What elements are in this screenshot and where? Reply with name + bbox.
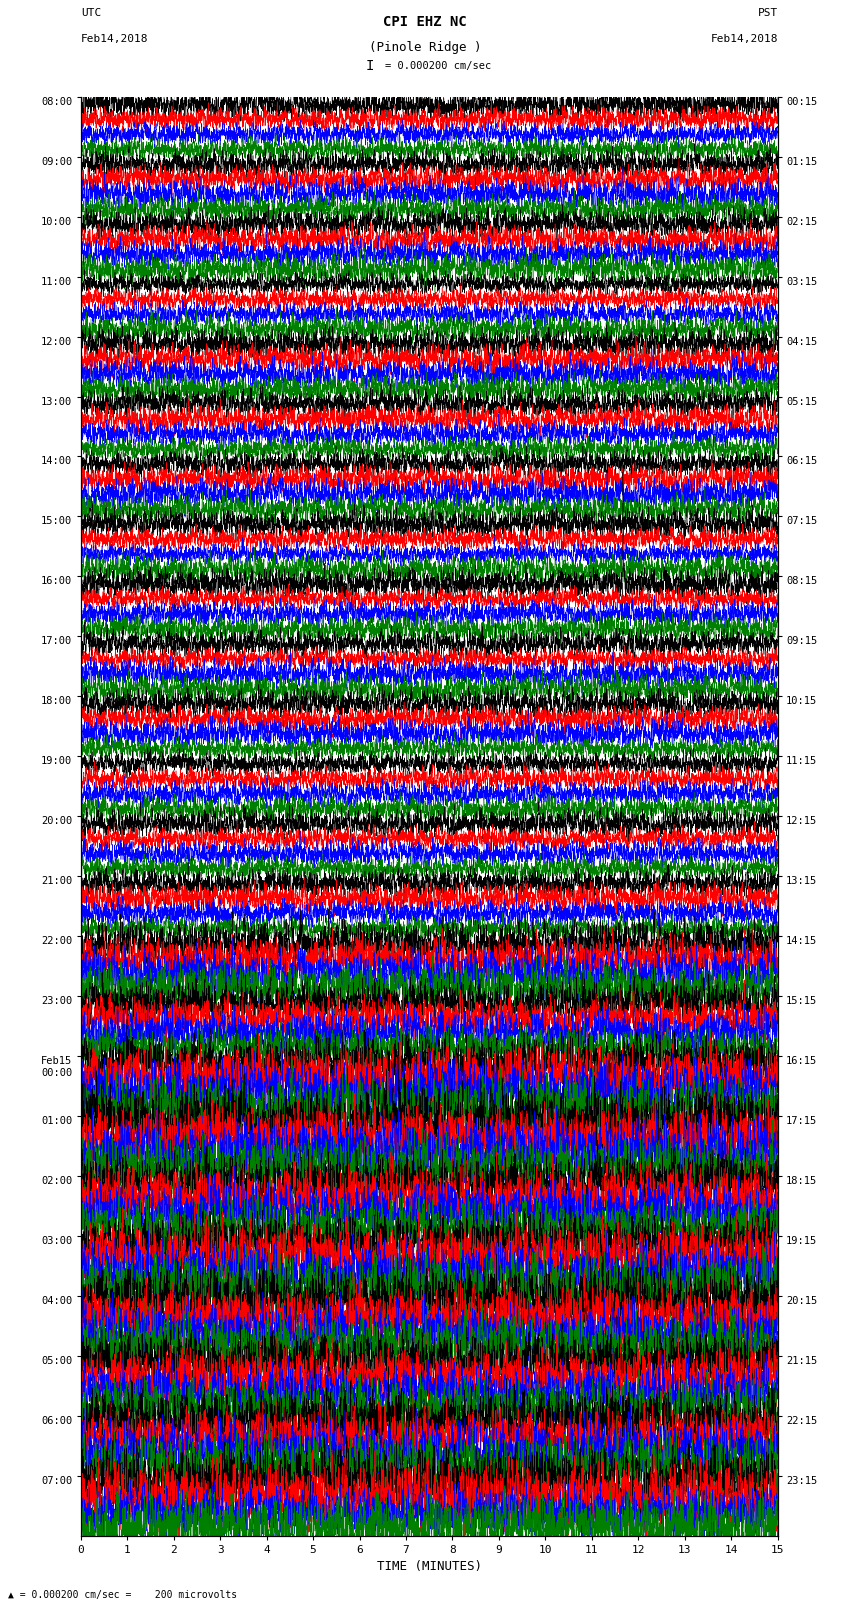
Text: (Pinole Ridge ): (Pinole Ridge ) [369, 40, 481, 53]
Text: UTC: UTC [81, 8, 101, 18]
Text: ▲ = 0.000200 cm/sec =    200 microvolts: ▲ = 0.000200 cm/sec = 200 microvolts [8, 1590, 238, 1600]
Text: I: I [366, 58, 374, 73]
Text: CPI EHZ NC: CPI EHZ NC [383, 15, 467, 29]
X-axis label: TIME (MINUTES): TIME (MINUTES) [377, 1560, 482, 1573]
Text: PST: PST [757, 8, 778, 18]
Text: Feb14,2018: Feb14,2018 [711, 34, 778, 44]
Text: Feb14,2018: Feb14,2018 [81, 34, 148, 44]
Text: = 0.000200 cm/sec: = 0.000200 cm/sec [385, 61, 491, 71]
